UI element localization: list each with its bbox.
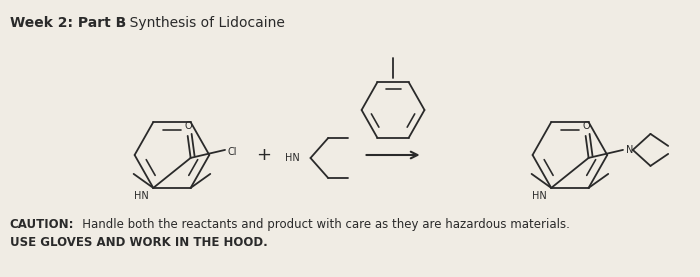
Text: Handle both the reactants and product with care as they are hazardous materials.: Handle both the reactants and product wi… [71, 218, 570, 231]
Text: - Synthesis of Lidocaine: - Synthesis of Lidocaine [116, 16, 285, 30]
Text: N: N [626, 145, 634, 155]
Text: Week 2: Part B: Week 2: Part B [10, 16, 126, 30]
Text: +: + [256, 146, 271, 164]
Text: HN: HN [134, 191, 148, 201]
Text: HN: HN [531, 191, 546, 201]
Text: O: O [185, 121, 193, 131]
Text: CAUTION:: CAUTION: [10, 218, 74, 231]
Text: Cl: Cl [228, 147, 237, 157]
Text: USE GLOVES AND WORK IN THE HOOD.: USE GLOVES AND WORK IN THE HOOD. [10, 236, 267, 249]
Text: O: O [583, 121, 590, 131]
Text: HN: HN [285, 153, 300, 163]
